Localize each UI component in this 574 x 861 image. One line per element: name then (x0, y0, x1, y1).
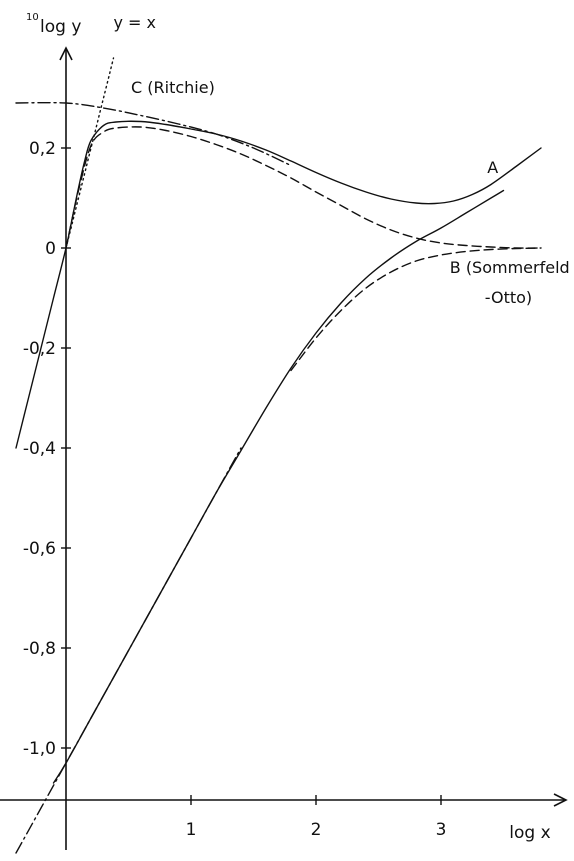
y-tick-label: -0,2 (23, 339, 56, 359)
curve-annotation: A (487, 158, 498, 177)
y-axis-arrow (59, 46, 73, 61)
axes (0, 46, 568, 850)
x-tick-label: 3 (436, 820, 447, 840)
curve-annotation: y = x (114, 13, 157, 32)
series-curve-dashed (65, 126, 542, 249)
series-curve-dashdot (15, 447, 242, 854)
curve-annotation: C (Ritchie) (131, 78, 215, 97)
series-curve-solid (52, 189, 505, 784)
series-curve-dashdot (15, 101, 292, 167)
annotations: y = x C (Ritchie) A B (Sommerfeld -Otto) (114, 13, 570, 307)
y-axis-title: log y (40, 17, 81, 37)
x-axis-title: log x (509, 823, 550, 843)
curve-annotation: -Otto) (485, 288, 532, 307)
series (15, 57, 542, 854)
y-axis-title-superscript: 10 (26, 12, 39, 23)
y-tick-label: 0,2 (29, 139, 56, 159)
series-curve-solid (15, 120, 542, 449)
x-axis-arrow (553, 793, 568, 807)
y-tick-label: 0 (45, 239, 56, 259)
series-curve-dashed (290, 247, 542, 372)
y-tick-label: -0,4 (23, 439, 56, 459)
x-tick-label: 2 (311, 820, 322, 840)
x-tick-label: 1 (186, 820, 197, 840)
curve-annotation: B (Sommerfeld (450, 258, 570, 277)
labels: 10 log y log x (26, 12, 551, 843)
y-tick-label: -0,6 (23, 539, 56, 559)
series-curve-dotted (65, 57, 115, 249)
y-tick-label: -0,8 (23, 639, 56, 659)
ticks: 1 2 3 0,2 0 -0,2 -0,4 -0,6 -0,8 -1,0 (23, 139, 447, 840)
y-tick-label: -1,0 (23, 739, 56, 759)
